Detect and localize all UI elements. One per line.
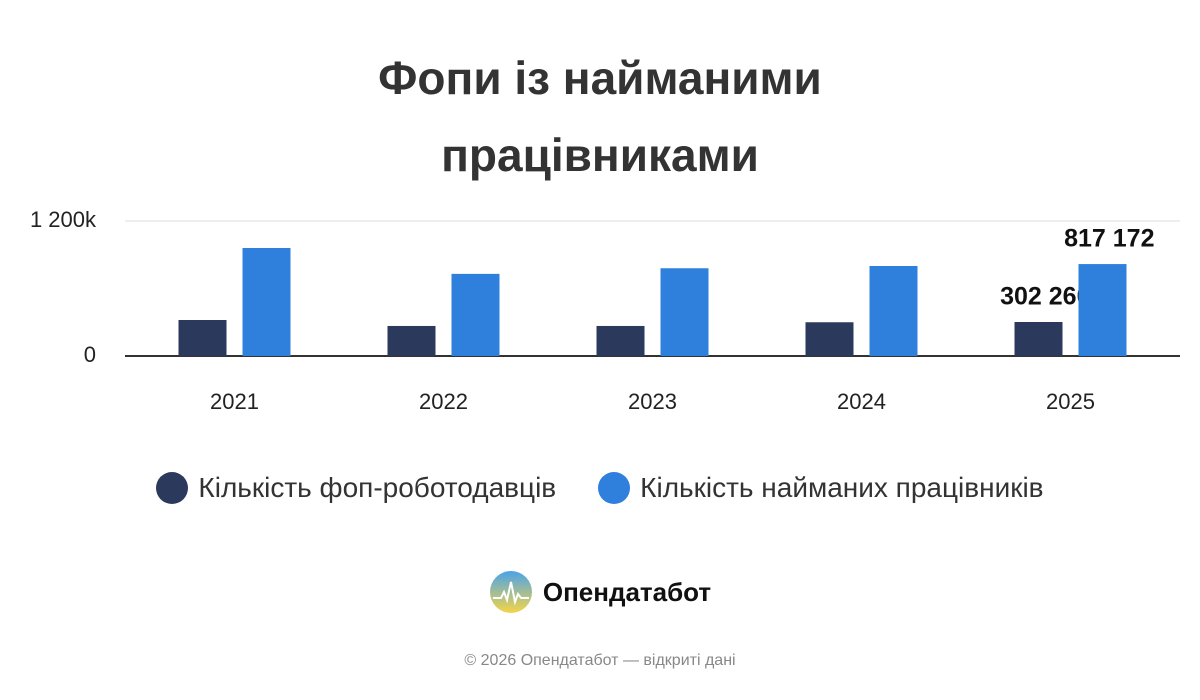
data-label: 817 172	[1064, 225, 1154, 253]
legend-label: Кількість найманих працівників	[640, 472, 1044, 503]
bar	[387, 325, 436, 356]
chart-title: Фопи із найманими працівниками	[378, 52, 822, 181]
x-tick-label: 2022	[419, 389, 468, 414]
x-tick-label: 2023	[628, 389, 677, 414]
legend-item[interactable]: Кількість фоп-роботодавців	[156, 472, 556, 504]
y-tick-label: 1 200k	[30, 207, 97, 232]
legend-swatch	[598, 472, 631, 504]
y-tick-label: 0	[84, 342, 96, 367]
bar	[805, 322, 854, 356]
logo: Опендатабот	[0, 570, 1200, 614]
bar	[178, 320, 227, 356]
footer: © 2026 Опендатабот — відкриті дані	[464, 652, 736, 669]
logo-icon	[489, 571, 532, 613]
bar	[242, 248, 291, 356]
bar	[1078, 264, 1127, 356]
bar	[869, 266, 918, 356]
x-tick-label: 2025	[1046, 389, 1095, 414]
bar	[1014, 321, 1063, 356]
legend-item[interactable]: Кількість найманих працівників	[598, 472, 1044, 504]
x-tick-label: 2024	[837, 389, 886, 414]
logo-text: Опендатабот	[542, 576, 712, 607]
legend: Кількість фоп-роботодавців Кількість найм…	[0, 472, 1200, 504]
x-tick-label: 2021	[210, 389, 259, 414]
legend-label: Кількість фоп-роботодавців	[198, 472, 557, 503]
data-label: 302 260	[1000, 283, 1090, 311]
bar	[660, 268, 709, 356]
legend-swatch	[156, 472, 189, 504]
bar	[596, 325, 645, 356]
bar	[451, 273, 500, 356]
